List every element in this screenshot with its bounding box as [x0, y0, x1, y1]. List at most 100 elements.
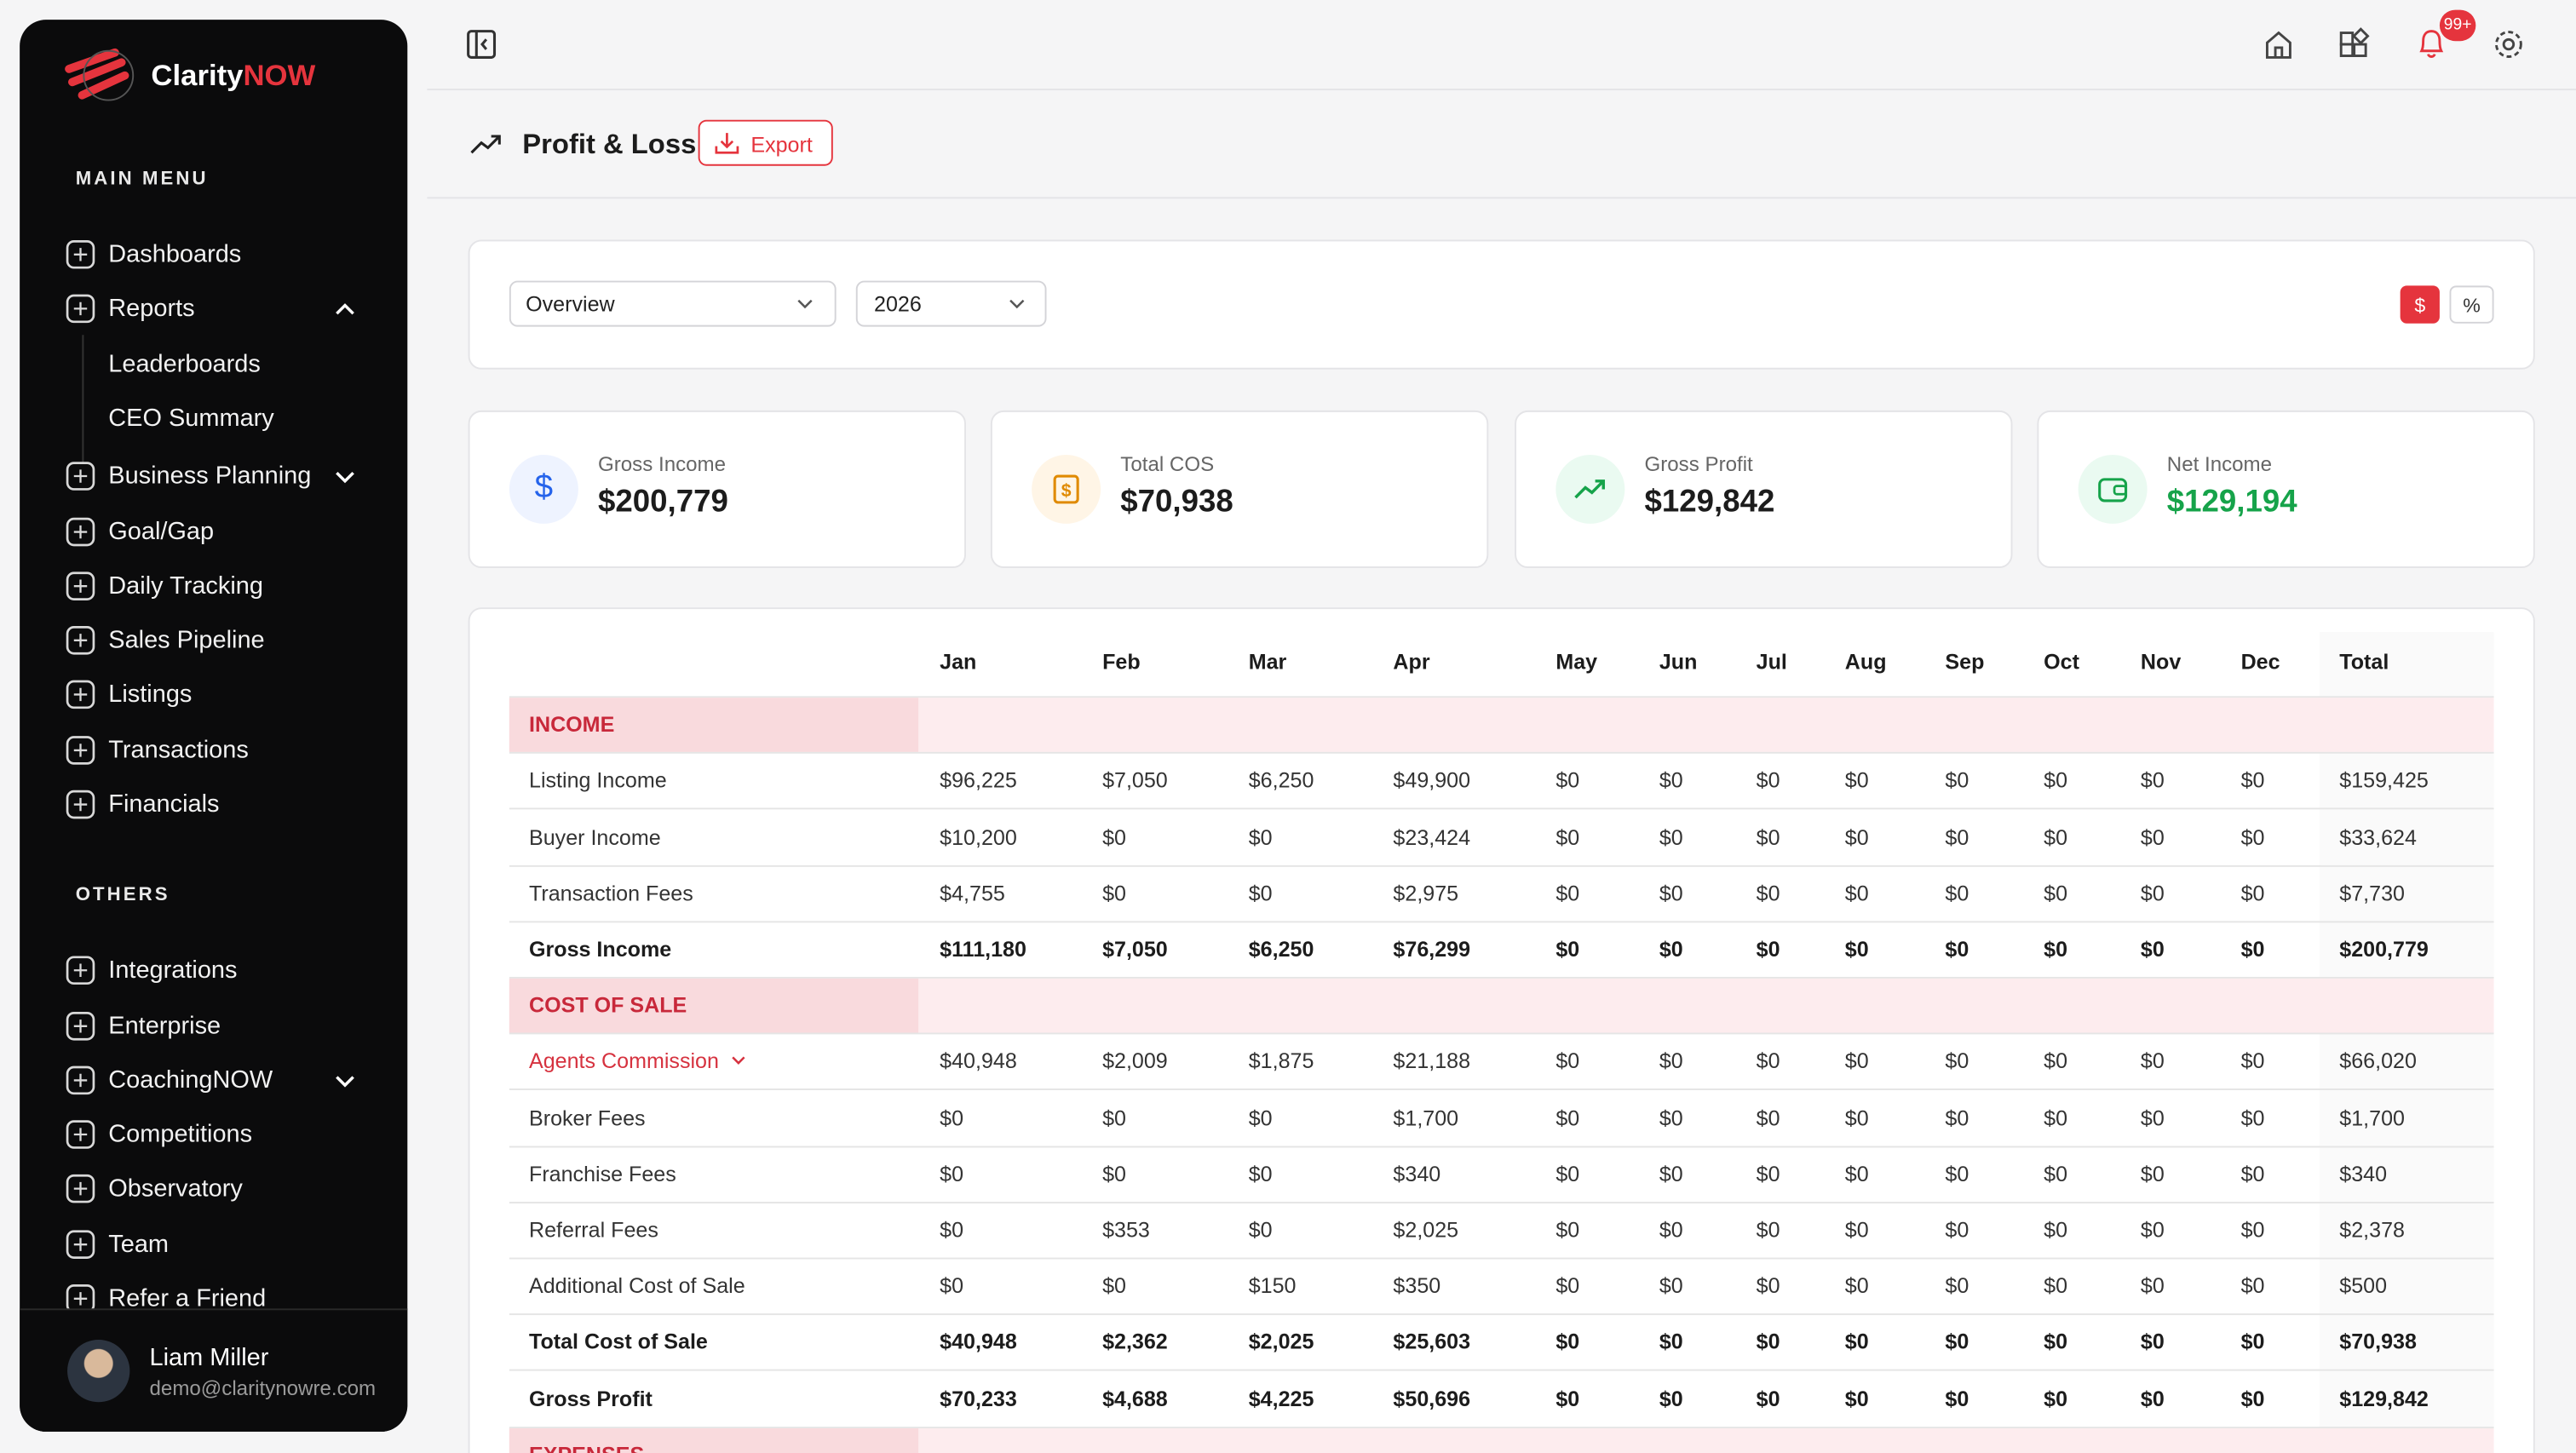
column-header: Jul	[1756, 649, 1787, 675]
cell-value: $0	[2240, 1105, 2265, 1130]
cell-value: $0	[2240, 936, 2265, 962]
cell-value: $0	[1756, 824, 1780, 849]
unit-toggle[interactable]	[2400, 285, 2440, 324]
cell-value: $2,009	[1102, 1048, 1168, 1074]
settings-icon[interactable]	[2494, 30, 2524, 60]
bell-icon[interactable]	[2417, 28, 2447, 61]
page-title: Profit & Loss	[522, 129, 697, 160]
menu-icon	[66, 680, 95, 709]
cell-value: $0	[1248, 1105, 1273, 1130]
export-button[interactable]	[698, 119, 833, 166]
cell-value: $0	[2140, 767, 2165, 793]
menu-item[interactable]: Integrations	[108, 956, 238, 985]
cell-value: $0	[1945, 1105, 1969, 1130]
row-border	[509, 1257, 2494, 1260]
menu-item[interactable]: Business Planning	[108, 462, 312, 491]
row-border	[509, 808, 2494, 811]
menu-icon	[66, 626, 95, 655]
cell-value: $0	[1844, 1048, 1869, 1074]
badge-text: 99+	[2443, 16, 2472, 35]
menu-item[interactable]: Refer a Friend	[108, 1284, 267, 1313]
cell-value: $0	[1844, 767, 1869, 793]
cell-value: $0	[1102, 1273, 1126, 1299]
menu-item[interactable]: Sales Pipeline	[108, 626, 265, 655]
cell-value: $40,948	[940, 1048, 1017, 1074]
cell-value: $0	[1555, 824, 1580, 849]
menu-icon	[66, 956, 95, 985]
cell-value: $0	[940, 1217, 964, 1243]
avatar	[67, 1339, 130, 1403]
view-select[interactable]	[509, 280, 837, 327]
menu-item[interactable]: Competitions	[108, 1120, 253, 1149]
cell-value: $0	[1844, 936, 1869, 962]
cell-value: $1,875	[1248, 1048, 1314, 1074]
row-label: Buyer Income	[528, 824, 661, 849]
home-icon[interactable]	[2264, 30, 2294, 60]
cell-value: $0	[1555, 767, 1580, 793]
submenu-item[interactable]: CEO Summary	[108, 405, 274, 433]
apps-icon[interactable]	[2339, 27, 2370, 60]
section-label-bg	[509, 978, 919, 1033]
menu-item[interactable]: Reports	[108, 295, 195, 323]
menu-section-title: MAIN MENU	[75, 169, 209, 190]
row-label: Additional Cost of Sale	[528, 1273, 745, 1299]
cell-value: $0	[1756, 1161, 1780, 1186]
cell-value: $0	[2140, 880, 2165, 905]
topbar-border	[427, 89, 2576, 91]
menu-item[interactable]: Daily Tracking	[108, 571, 263, 600]
cell-value: $340	[2339, 1161, 2388, 1186]
cell-value: $2,378	[2339, 1217, 2405, 1243]
cell-value: $500	[2339, 1273, 2388, 1299]
cell-value: $0	[940, 1105, 964, 1130]
cell-value: $66,020	[2339, 1048, 2417, 1074]
cell-value: $49,900	[1393, 767, 1471, 793]
user-email: demo@claritynowre.com	[149, 1376, 377, 1400]
menu-item[interactable]: Enterprise	[108, 1012, 221, 1041]
menu-icon	[66, 736, 95, 765]
column-header: Sep	[1945, 649, 1985, 675]
cell-value: $76,299	[1393, 936, 1471, 962]
cell-value: $6,250	[1248, 767, 1314, 793]
cell-value: $40,948	[940, 1330, 1017, 1354]
cell-value: $0	[1945, 880, 1969, 905]
cell-value: $0	[2240, 824, 2265, 849]
export-icon	[715, 133, 739, 154]
column-header: Apr	[1393, 649, 1430, 675]
menu-item[interactable]: Transactions	[108, 736, 249, 765]
card-value: $129,194	[2166, 485, 2297, 520]
cell-value: $0	[1945, 1385, 1969, 1410]
menu-item[interactable]: Financials	[108, 790, 220, 818]
sidebar-toggle[interactable]	[467, 30, 497, 60]
menu-item[interactable]: Goal/Gap	[108, 518, 215, 546]
row-label: Listing Income	[528, 767, 667, 793]
cell-value: $0	[1555, 1273, 1580, 1299]
menu-item[interactable]: Observatory	[108, 1174, 243, 1203]
row-border	[509, 1370, 2494, 1372]
column-header: Aug	[1844, 649, 1887, 675]
cell-value: $0	[1248, 1217, 1273, 1243]
card-icon-bg	[2078, 454, 2148, 524]
submenu-item[interactable]: Leaderboards	[108, 350, 261, 379]
cell-value: $0	[1756, 1330, 1780, 1354]
user-name: Liam Miller	[149, 1343, 269, 1372]
menu-item[interactable]: Dashboards	[108, 240, 242, 269]
cell-value: $150	[1248, 1273, 1297, 1299]
row-border	[509, 921, 2494, 922]
menu-item[interactable]: CoachingNOW	[108, 1066, 273, 1094]
menu-icon	[66, 517, 95, 547]
cell-value: $1,700	[1393, 1105, 1459, 1130]
cell-value: $0	[2044, 767, 2068, 793]
menu-item[interactable]: Team	[108, 1230, 170, 1259]
cell-value: $0	[1844, 880, 1869, 905]
cell-value: $70,938	[2339, 1330, 2417, 1354]
cell-value: $0	[1659, 1330, 1683, 1354]
row-label: Broker Fees	[528, 1105, 646, 1130]
menu-item[interactable]: Listings	[108, 681, 193, 709]
cell-value: $0	[1844, 1161, 1869, 1186]
expandable-row-label[interactable]: Agents Commission	[528, 1048, 719, 1074]
cell-value: $0	[1756, 1105, 1780, 1130]
row-label: Franchise Fees	[528, 1161, 676, 1186]
cell-value: $0	[1756, 1385, 1780, 1410]
unit-toggle[interactable]	[2449, 285, 2494, 324]
